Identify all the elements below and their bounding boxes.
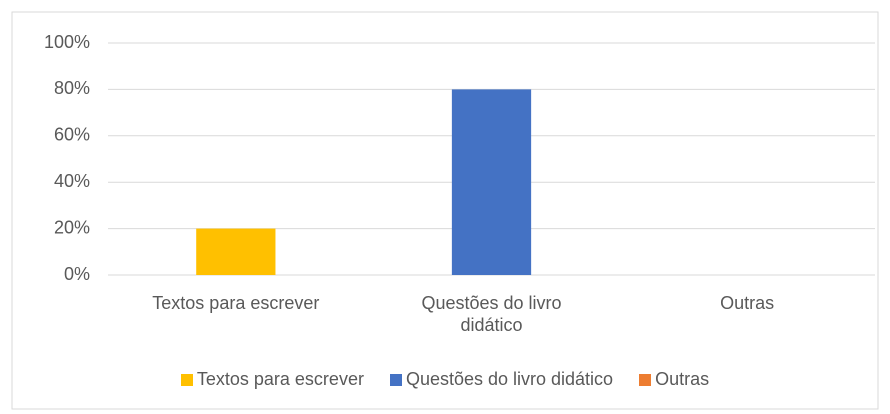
legend-item: Outras — [639, 369, 709, 390]
y-tick-label: 80% — [54, 78, 90, 98]
x-tick-label: Textos para escrever — [152, 293, 320, 313]
y-tick-label: 40% — [54, 171, 90, 191]
legend-swatch — [180, 373, 193, 386]
y-tick-label: 60% — [54, 125, 90, 145]
y-tick-label: 0% — [64, 264, 90, 284]
x-tick-label: Questões do livro didático — [421, 293, 562, 335]
legend-swatch — [389, 373, 402, 386]
legend-item: Questões do livro didático — [389, 369, 614, 390]
bar — [196, 228, 276, 275]
legend-swatch — [639, 373, 652, 386]
legend-label: Outras — [655, 369, 710, 389]
bar — [451, 89, 532, 276]
y-tick-label: 100% — [44, 32, 90, 52]
legend-item: Textos para escrever — [180, 369, 364, 390]
y-tick-label: 20% — [54, 217, 90, 237]
legend: Textos para escrever Questões do livro di… — [0, 369, 890, 390]
x-tick-label: Outras — [720, 293, 775, 313]
chart-border — [11, 11, 879, 410]
legend-label: Questões do livro didático — [405, 369, 614, 389]
legend-label: Textos para escrever — [196, 369, 364, 389]
